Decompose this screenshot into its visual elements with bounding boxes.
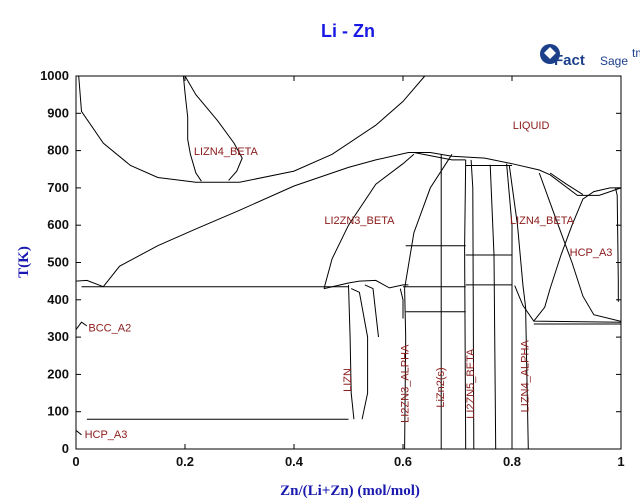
x-axis-label: Zn/(Li+Zn) (mol/mol) bbox=[280, 483, 420, 499]
phase-boundary-22 bbox=[533, 187, 621, 322]
chart-title: Li - Zn bbox=[321, 21, 375, 41]
phase-boundary-3 bbox=[184, 75, 243, 181]
phase-boundary-17 bbox=[489, 164, 497, 450]
phase-label: LI2ZN5_BETA bbox=[465, 348, 477, 419]
phase-boundary-32 bbox=[413, 152, 466, 161]
y-axis-label: T(K) bbox=[16, 246, 32, 278]
y-tick-label: 600 bbox=[47, 217, 69, 232]
phase-label: HCP_A3 bbox=[85, 429, 128, 441]
phase-boundary-16 bbox=[470, 159, 475, 450]
y-tick-label: 800 bbox=[47, 143, 69, 158]
phase-boundary-24 bbox=[615, 187, 619, 302]
phase-label: LiZn2(s) bbox=[435, 367, 447, 407]
phase-labels: LIQUID LIZN4_BETA LI2ZN3_BETA LIZN4_BETA HCP… bbox=[85, 120, 613, 441]
phase-boundary-21 bbox=[538, 172, 622, 322]
phase-boundary-6 bbox=[323, 153, 415, 289]
x-tick-label: 0.8 bbox=[503, 454, 521, 469]
phase-label: LI2ZN3_ALPHA bbox=[399, 344, 411, 423]
y-tick-label: 200 bbox=[47, 366, 69, 381]
phase-label: LIZN bbox=[342, 368, 354, 392]
phase-label: LI2ZN3_BETA bbox=[324, 215, 395, 227]
phase-boundary-13 bbox=[404, 154, 453, 289]
phase-boundary-18 bbox=[508, 165, 529, 450]
phase-boundary-0 bbox=[75, 76, 104, 288]
y-tick-label: 900 bbox=[47, 105, 69, 120]
phase-boundary-11 bbox=[399, 288, 404, 319]
x-tick-label: 0.6 bbox=[394, 454, 412, 469]
phase-boundary-4 bbox=[182, 75, 202, 182]
logo-main-text: Fact bbox=[554, 52, 585, 69]
phase-boundaries bbox=[75, 75, 622, 450]
x-tick-label: 0.4 bbox=[285, 454, 304, 469]
x-tick-label: 0.2 bbox=[176, 454, 194, 469]
logo-sub-text: Sage bbox=[600, 54, 628, 68]
phase-boundary-5 bbox=[102, 152, 622, 288]
phase-label: BCC_A2 bbox=[88, 323, 131, 335]
y-tick-label: 1000 bbox=[40, 68, 69, 83]
phase-boundary-8 bbox=[348, 284, 355, 420]
phase-label: LIZN4_ALPHA bbox=[519, 340, 531, 413]
x-tick-label: 1 bbox=[617, 454, 624, 469]
axis-ticks: 0 0.2 0.4 0.6 0.8 1 0 100 200 300 400 500 600 700 800 9… bbox=[40, 68, 625, 469]
phase-boundary-7 bbox=[323, 279, 409, 290]
phase-boundary-19 bbox=[506, 163, 513, 449]
phase-boundary-20 bbox=[514, 285, 622, 323]
y-tick-label: 100 bbox=[47, 404, 69, 419]
x-tick-label: 0 bbox=[72, 454, 79, 469]
phase-label: LIQUID bbox=[513, 120, 550, 132]
phase-boundary-2 bbox=[78, 75, 426, 183]
logo-mark: tm bbox=[632, 46, 640, 60]
phase-boundary-12 bbox=[404, 288, 407, 450]
y-tick-label: 400 bbox=[47, 292, 69, 307]
factsage-logo: Fact Sage tm bbox=[540, 44, 640, 69]
phase-label: LIZN4_BETA bbox=[194, 146, 259, 158]
phase-label: HCP_A3 bbox=[570, 247, 613, 259]
y-tick-label: 300 bbox=[47, 329, 69, 344]
phase-boundary-9 bbox=[350, 288, 369, 420]
y-tick-label: 0 bbox=[62, 441, 69, 456]
phase-boundary-35 bbox=[75, 430, 82, 436]
phase-boundary-36 bbox=[75, 321, 88, 330]
phase-boundary-15 bbox=[464, 159, 467, 450]
phase-label: LIZN4_BETA bbox=[510, 215, 575, 227]
phase-boundary-10 bbox=[364, 284, 379, 338]
y-tick-label: 500 bbox=[47, 255, 69, 270]
phase-boundary-23 bbox=[549, 172, 584, 196]
y-tick-label: 700 bbox=[47, 180, 69, 195]
